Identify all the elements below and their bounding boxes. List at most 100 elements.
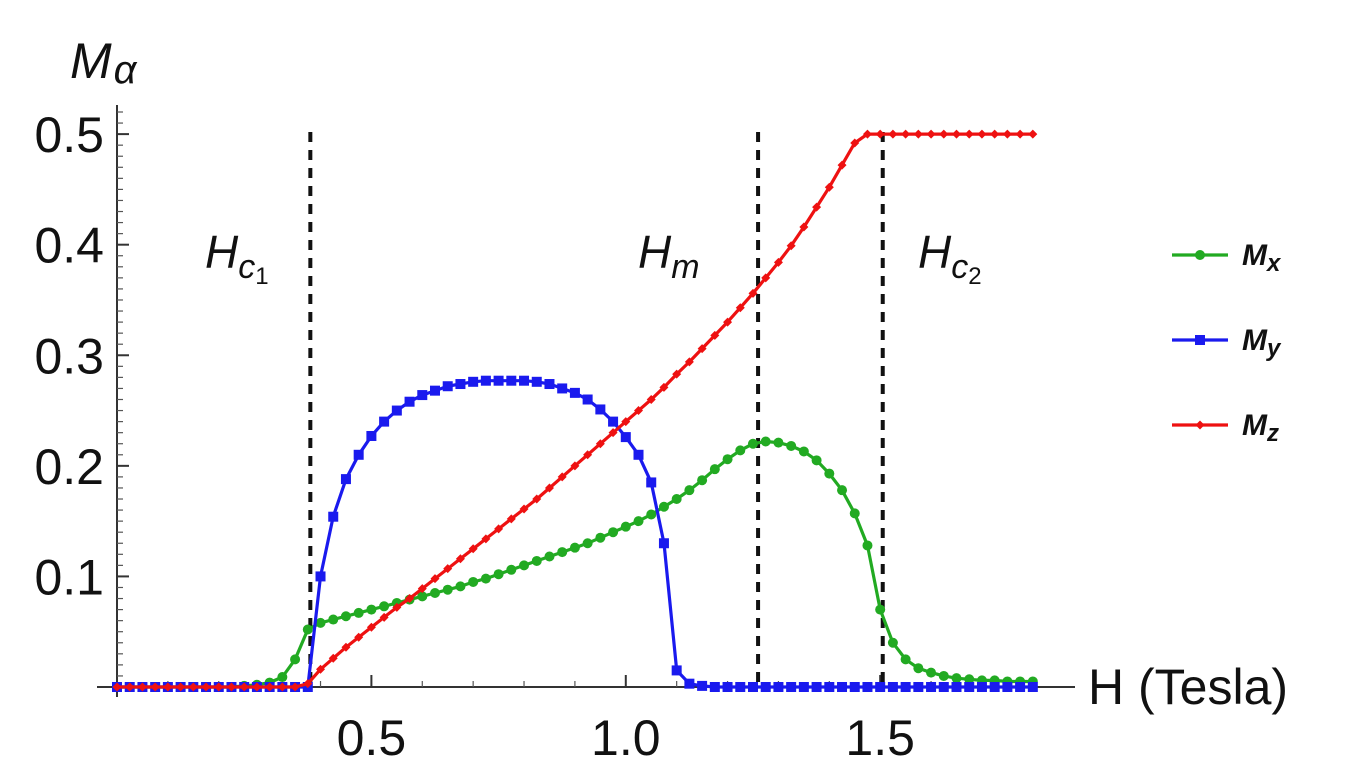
data-point-Mz xyxy=(1028,129,1038,139)
critical-field-label: Hm xyxy=(638,226,700,286)
data-point-My xyxy=(849,682,860,692)
data-point-Mz xyxy=(405,594,415,604)
data-point-My xyxy=(760,682,771,692)
data-point-Mz xyxy=(455,554,465,564)
data-point-My xyxy=(837,682,848,692)
data-point-Mx xyxy=(671,494,682,505)
data-point-Mz xyxy=(964,129,974,139)
data-point-Mx xyxy=(366,604,377,615)
data-point-Mz xyxy=(684,357,694,367)
data-point-Mz xyxy=(697,344,707,354)
data-point-My xyxy=(697,680,708,691)
data-point-Mx xyxy=(951,673,962,684)
data-point-Mz xyxy=(557,472,567,482)
y-tick-label: 0.3 xyxy=(34,328,104,384)
data-point-Mx xyxy=(709,464,720,475)
x-tick-label: 0.5 xyxy=(337,710,407,766)
data-point-My xyxy=(926,682,937,692)
x-tick-label: 1.5 xyxy=(845,710,915,766)
data-point-Mx xyxy=(684,485,695,496)
data-point-Mz xyxy=(723,317,733,327)
data-point-Mx xyxy=(569,542,580,553)
data-point-Mx xyxy=(697,475,708,486)
data-point-Mz xyxy=(672,369,682,379)
data-point-Mx xyxy=(722,454,733,465)
data-point-Mx xyxy=(964,674,975,685)
data-point-My xyxy=(569,387,580,398)
data-point-Mx xyxy=(926,667,937,678)
data-point-Mx xyxy=(824,468,835,479)
data-point-My xyxy=(493,375,504,386)
data-point-My xyxy=(468,376,479,387)
data-point-Mz xyxy=(163,682,173,692)
y-tick-label: 0.5 xyxy=(34,107,104,163)
data-point-Mz xyxy=(277,682,287,692)
data-point-My xyxy=(340,474,351,485)
data-point-Mx xyxy=(417,591,428,602)
data-point-Mz xyxy=(888,129,898,139)
legend-label-My: My xyxy=(1242,324,1282,362)
data-point-Mz xyxy=(214,682,224,692)
x-axis-label: H (Tesla) xyxy=(1088,659,1288,715)
data-point-Mz xyxy=(188,682,198,692)
data-point-My xyxy=(417,390,428,401)
data-point-Mz xyxy=(646,395,656,404)
data-point-Mx xyxy=(315,617,326,628)
data-point-Mx xyxy=(519,560,530,571)
data-point-Mx xyxy=(277,672,288,683)
x-tick-label: 1.0 xyxy=(591,710,661,766)
data-point-Mx xyxy=(633,516,644,527)
data-point-My xyxy=(519,375,530,386)
legend-label-Mz: Mz xyxy=(1242,409,1279,447)
data-point-My xyxy=(747,682,758,692)
series-line-Mz xyxy=(117,132,1033,689)
data-point-Mx xyxy=(340,611,351,622)
data-point-My xyxy=(786,682,797,692)
data-point-Mz xyxy=(812,202,822,212)
data-point-Mz xyxy=(824,182,834,192)
data-point-Mz xyxy=(519,504,529,514)
data-point-Mz xyxy=(799,222,809,232)
data-point-Mx xyxy=(760,436,771,447)
data-point-My xyxy=(366,430,377,441)
data-point-My xyxy=(557,383,568,394)
data-point-Mz xyxy=(608,428,618,438)
data-point-My xyxy=(506,375,517,386)
data-point-Mz xyxy=(583,450,593,460)
data-point-Mx xyxy=(735,445,746,456)
data-point-Mx xyxy=(798,446,809,457)
data-point-Mz xyxy=(252,682,262,692)
data-point-Mx xyxy=(849,508,860,519)
data-point-Mx xyxy=(875,604,886,615)
data-point-Mz xyxy=(494,524,504,534)
data-point-Mx xyxy=(620,521,631,532)
data-point-Mx xyxy=(773,437,784,448)
y-axis-label: Mα xyxy=(70,33,138,92)
data-point-Mx xyxy=(582,538,593,549)
data-point-Mx xyxy=(938,670,949,681)
data-point-Mz xyxy=(634,406,644,416)
data-point-Mz xyxy=(379,612,389,622)
data-point-Mz xyxy=(443,564,453,574)
data-point-Mx xyxy=(557,547,568,558)
data-point-My xyxy=(658,538,669,549)
data-point-Mz xyxy=(952,129,962,139)
data-point-Mz xyxy=(125,682,135,692)
data-point-My xyxy=(328,511,339,522)
data-point-My xyxy=(379,416,390,427)
data-point-Mz xyxy=(354,632,364,642)
data-point-Mz xyxy=(532,494,542,504)
critical-field-label: Hc2 xyxy=(918,226,982,290)
data-point-My xyxy=(1015,682,1026,692)
data-point-Mz xyxy=(290,682,300,692)
data-point-Mz xyxy=(150,682,160,692)
data-point-My xyxy=(455,379,466,390)
data-point-My xyxy=(875,682,886,692)
data-point-Mz xyxy=(506,514,516,524)
y-tick-label: 0.1 xyxy=(34,549,104,605)
data-point-Mz xyxy=(226,682,236,692)
data-point-Mz xyxy=(990,129,1000,139)
y-tick-label: 0.4 xyxy=(34,218,104,274)
data-point-Mz xyxy=(977,129,987,139)
data-point-My xyxy=(633,449,644,460)
